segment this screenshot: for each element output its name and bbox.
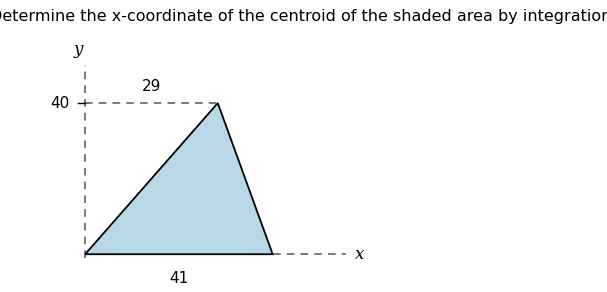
Text: 29: 29 bbox=[142, 79, 161, 94]
Text: y: y bbox=[73, 41, 83, 58]
Polygon shape bbox=[85, 103, 273, 254]
Text: x: x bbox=[355, 246, 364, 263]
Text: Determine the x-coordinate of the centroid of the shaded area by integration.: Determine the x-coordinate of the centro… bbox=[0, 9, 607, 24]
Text: 41: 41 bbox=[169, 271, 189, 286]
Text: 40: 40 bbox=[50, 95, 69, 111]
